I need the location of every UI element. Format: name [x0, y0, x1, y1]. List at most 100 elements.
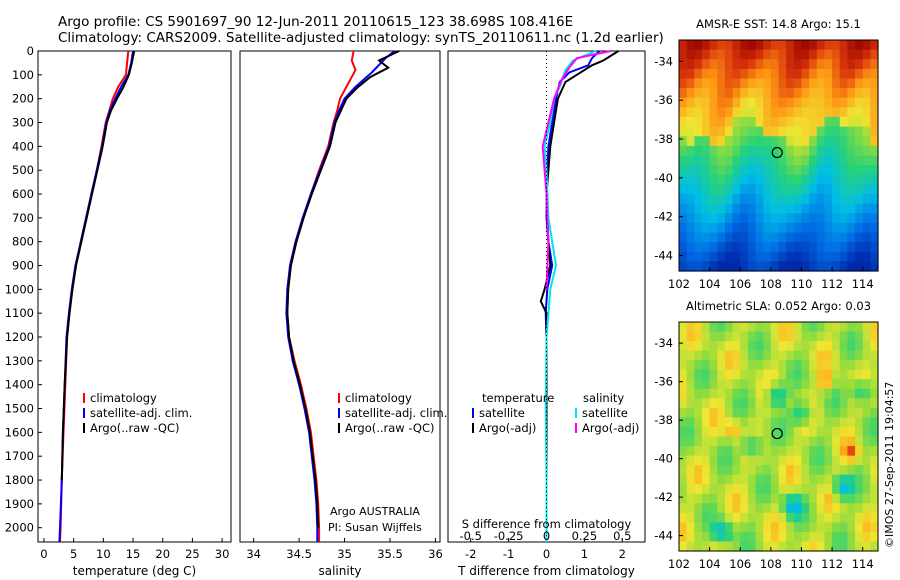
- map-cell: [870, 331, 879, 342]
- map-cell: [839, 88, 848, 99]
- map-cell: [709, 117, 718, 128]
- map-cell: [686, 88, 695, 99]
- map-cell: [786, 126, 795, 137]
- map-cell: [801, 174, 810, 185]
- map-cell: [724, 184, 734, 195]
- map-cell: [679, 213, 688, 224]
- map-cell: [839, 49, 848, 60]
- map-cell: [778, 184, 787, 195]
- map-cell: [770, 379, 780, 390]
- y-tick-label: 2000: [5, 521, 34, 535]
- map-cell: [709, 107, 718, 118]
- map-cell: [732, 322, 741, 333]
- map-cell: [870, 398, 879, 409]
- map-cell: [732, 222, 741, 234]
- map-cell: [862, 145, 871, 157]
- map-cell: [763, 493, 772, 504]
- map-cell: [709, 136, 718, 147]
- map-cell: [824, 68, 833, 80]
- map-cell: [847, 107, 856, 118]
- map-cell: [824, 436, 833, 447]
- map-cell: [870, 522, 879, 533]
- map-cell: [801, 78, 810, 89]
- map-cell: [862, 155, 871, 166]
- map-cell: [786, 522, 795, 533]
- map-cell: [824, 174, 833, 185]
- map-cell: [755, 484, 764, 495]
- map-cell: [709, 512, 718, 523]
- map-cell: [793, 174, 803, 185]
- map-cell: [747, 78, 757, 89]
- map-cell: [755, 78, 764, 89]
- map-cell: [847, 484, 856, 495]
- x-tick-label: 35: [337, 547, 352, 561]
- map-cell: [763, 222, 772, 234]
- map-cell: [686, 436, 695, 447]
- map-cell: [732, 455, 741, 466]
- s-tick-label: 0: [543, 529, 550, 543]
- map-cell: [701, 322, 711, 333]
- map-cell: [763, 174, 772, 185]
- map-cell: [724, 493, 734, 504]
- map-cell: [740, 213, 749, 224]
- map-cell: [809, 407, 818, 419]
- map-cell: [770, 261, 780, 272]
- map-cell: [701, 203, 711, 214]
- map-cell: [770, 341, 780, 352]
- map-cell: [870, 194, 879, 205]
- map-cell: [763, 165, 772, 176]
- map-cell: [770, 145, 780, 157]
- map-cell: [740, 232, 749, 243]
- map-cell: [862, 531, 871, 543]
- map-cell: [862, 165, 871, 176]
- y-tick-label: 100: [12, 68, 34, 82]
- x-tick-label: 10: [96, 547, 111, 561]
- map-cell: [832, 341, 841, 352]
- map-field: [679, 322, 879, 552]
- map-cell: [793, 213, 803, 224]
- map-cell: [786, 484, 795, 495]
- map-cell: [832, 398, 841, 409]
- map-cell: [824, 379, 833, 390]
- map-cell: [732, 40, 741, 51]
- map-cell: [686, 455, 695, 466]
- map-cell: [832, 117, 841, 128]
- map-cell: [770, 503, 780, 514]
- map-cell: [694, 203, 703, 214]
- map-cell: [847, 261, 856, 272]
- map-cell: [816, 232, 826, 243]
- map-cell: [732, 88, 741, 99]
- temperature-panel: 0100200300400500600700800900100011001200…: [5, 44, 232, 578]
- map-cell: [855, 484, 864, 495]
- map-cell: [747, 68, 757, 80]
- map-cell: [701, 117, 711, 128]
- map-cell: [732, 493, 741, 504]
- map-cell: [747, 59, 757, 70]
- map-cell: [755, 232, 764, 243]
- map-cell: [701, 213, 711, 224]
- map-cell: [801, 512, 810, 523]
- map-cell: [816, 388, 826, 399]
- x-tick-label: -1: [503, 547, 514, 561]
- map-cell: [778, 531, 787, 543]
- map-cell: [686, 503, 695, 514]
- map-cell: [694, 194, 703, 205]
- map-cell: [724, 59, 734, 70]
- map-cell: [793, 251, 803, 262]
- map-cell: [855, 68, 864, 80]
- map-cell: [793, 484, 803, 495]
- map-cell: [816, 145, 826, 157]
- map-cell: [724, 194, 734, 205]
- map-cell: [824, 107, 833, 118]
- map-cell: [801, 436, 810, 447]
- map-cell: [816, 474, 826, 485]
- map-cell: [832, 222, 841, 234]
- map-cell: [816, 398, 826, 409]
- map-cell: [832, 232, 841, 243]
- map-cell: [732, 369, 741, 380]
- legend-entry: Argo(..raw -QC): [90, 421, 180, 435]
- map-cell: [847, 203, 856, 214]
- map-cell: [755, 184, 764, 195]
- map-cell: [855, 165, 864, 176]
- map-cell: [809, 126, 818, 137]
